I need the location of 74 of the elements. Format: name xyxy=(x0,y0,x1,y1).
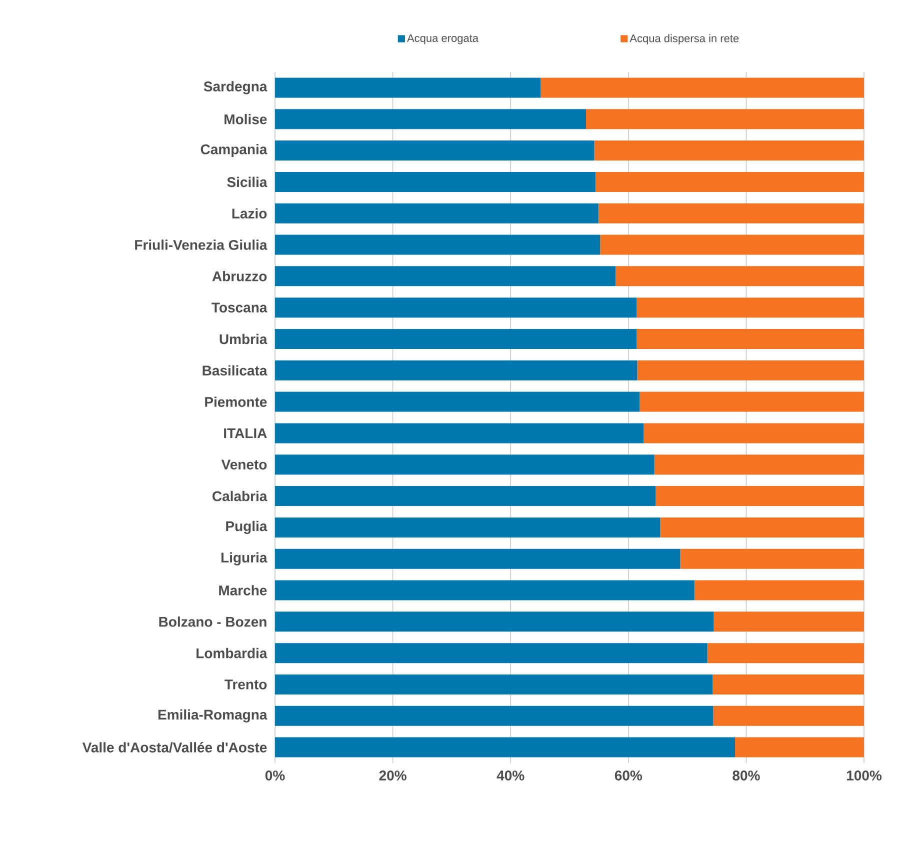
y-tick-label: ITALIA xyxy=(224,428,267,438)
bar xyxy=(713,706,864,726)
y-tick-label: Abruzzo xyxy=(212,271,267,282)
bar xyxy=(712,674,864,694)
bar xyxy=(275,737,736,758)
y-tick-label: Valle d'Aosta/Vallée d'Aoste xyxy=(82,742,267,753)
y-tick-label: Bolzano - Bozen xyxy=(159,616,266,627)
bar xyxy=(275,392,640,412)
y-tick-label: Emilia-Romagna xyxy=(158,709,268,722)
y-tick-label: Toscana xyxy=(212,302,268,312)
y-tick-label: Marche xyxy=(219,585,267,596)
y-tick-label: Lombardia xyxy=(196,648,268,658)
bar xyxy=(680,548,864,569)
x-tick-label: 60% xyxy=(614,770,642,780)
bar xyxy=(694,580,864,600)
bar xyxy=(275,234,600,255)
bar xyxy=(540,78,864,98)
bar xyxy=(636,298,864,318)
y-tick-label: Friuli-Venezia Giulia xyxy=(135,240,268,250)
bar xyxy=(275,360,638,380)
x-tick-label: 0% xyxy=(265,770,285,780)
x-tick-label: 80% xyxy=(732,770,760,780)
y-tick-label: Trento xyxy=(224,680,267,690)
bar xyxy=(594,140,864,161)
bar xyxy=(654,454,864,475)
y-tick-label: Molise xyxy=(224,114,267,124)
bar xyxy=(714,612,864,632)
bar xyxy=(275,328,637,349)
bar xyxy=(636,328,864,349)
y-tick-label: Liguria xyxy=(221,552,268,566)
bar xyxy=(275,548,680,569)
y-tick-label: Umbria xyxy=(220,334,268,344)
bar xyxy=(275,486,656,506)
y-tick-label: Sardegna xyxy=(204,81,268,94)
y-tick-label: Calabria xyxy=(212,490,268,502)
bar xyxy=(595,172,864,192)
bar xyxy=(640,392,864,412)
y-tick-label: Veneto xyxy=(221,460,267,470)
bar xyxy=(615,266,864,286)
y-tick-label: Basilicata xyxy=(202,365,268,376)
bar xyxy=(735,737,864,758)
bar xyxy=(275,140,594,161)
legend-label: Acqua erogata xyxy=(407,34,479,44)
bar xyxy=(275,109,586,130)
bar xyxy=(600,234,864,255)
legend-label: Acqua dispersa in rete xyxy=(630,34,739,44)
bar xyxy=(275,706,714,726)
bar xyxy=(275,78,541,98)
bar xyxy=(275,172,596,192)
bar xyxy=(275,643,708,664)
bar xyxy=(275,203,598,224)
x-tick-label: 100% xyxy=(846,770,882,780)
bar xyxy=(275,612,714,632)
y-tick-label: Piemonte xyxy=(205,396,267,407)
bar xyxy=(275,517,660,538)
x-tick-label: 40% xyxy=(496,770,524,780)
bar xyxy=(637,360,864,380)
bar xyxy=(275,266,616,286)
bar xyxy=(598,203,864,224)
x-tick-label: 20% xyxy=(379,770,406,780)
bar xyxy=(655,486,864,506)
bar xyxy=(586,109,864,130)
bar xyxy=(275,674,713,694)
bar xyxy=(275,298,637,318)
bar xyxy=(275,423,644,444)
bar xyxy=(644,423,864,444)
y-tick-label: Puglia xyxy=(226,520,268,534)
y-tick-label: Sicilia xyxy=(227,176,268,188)
y-tick-label: Campania xyxy=(200,144,268,158)
bar xyxy=(275,580,694,600)
y-tick-label: Lazio xyxy=(232,208,267,218)
bar xyxy=(660,517,864,538)
bar xyxy=(275,454,654,475)
bar xyxy=(707,643,864,664)
